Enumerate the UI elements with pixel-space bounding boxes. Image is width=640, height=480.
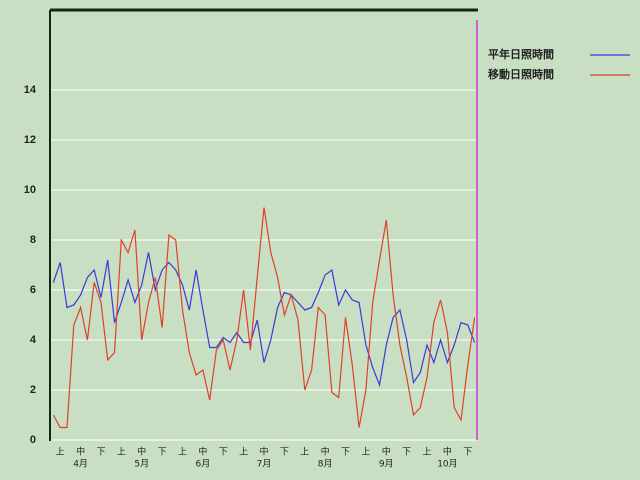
month-label: 5月 [134,459,149,470]
legend-label: 平年日照時間 [488,47,554,61]
grid [50,89,478,441]
series-line [52,252,476,388]
x-tick-label: 下 [158,448,167,458]
x-tick-label: 下 [280,448,289,458]
x-tick-label: 下 [96,448,105,458]
y-tick-label: 4 [30,334,37,346]
y-tick-label: 12 [24,134,36,146]
month-label: 4月 [73,459,88,470]
series-line [52,207,476,429]
y-tick-label: 10 [24,184,36,196]
x-tick-label: 中 [382,446,391,458]
x-tick-label: 上 [423,447,432,458]
x-tick-label: 上 [56,447,65,458]
y-tick-label: 0 [30,434,36,446]
month-label: 8月 [318,459,333,470]
x-tick-label: 上 [178,447,187,458]
x-tick-label: 中 [321,446,330,458]
y-tick-label: 14 [24,84,37,96]
month-label: 6月 [195,459,210,470]
x-tick-label: 下 [219,448,228,458]
legend-label: 移動日照時間 [488,67,554,81]
x-tick-label: 下 [463,448,472,458]
y-tick-label: 2 [30,384,36,396]
x-tick-label: 中 [198,446,207,458]
x-tick-label: 上 [361,447,370,458]
y-tick-label: 8 [30,234,36,246]
x-tick-label: 中 [443,446,452,458]
month-label: 10月 [437,459,457,470]
x-tick-label: 中 [259,446,268,458]
x-tick-label: 下 [341,448,350,458]
x-tick-label: 中 [137,446,146,458]
y-tick-label: 6 [30,284,36,296]
x-tick-label: 上 [239,447,248,458]
x-tick-label: 上 [117,447,126,458]
month-label: 7月 [257,459,272,470]
x-tick-label: 上 [300,447,309,458]
x-tick-label: 下 [402,448,411,458]
x-tick-label: 中 [76,446,85,458]
month-label: 9月 [379,459,394,470]
